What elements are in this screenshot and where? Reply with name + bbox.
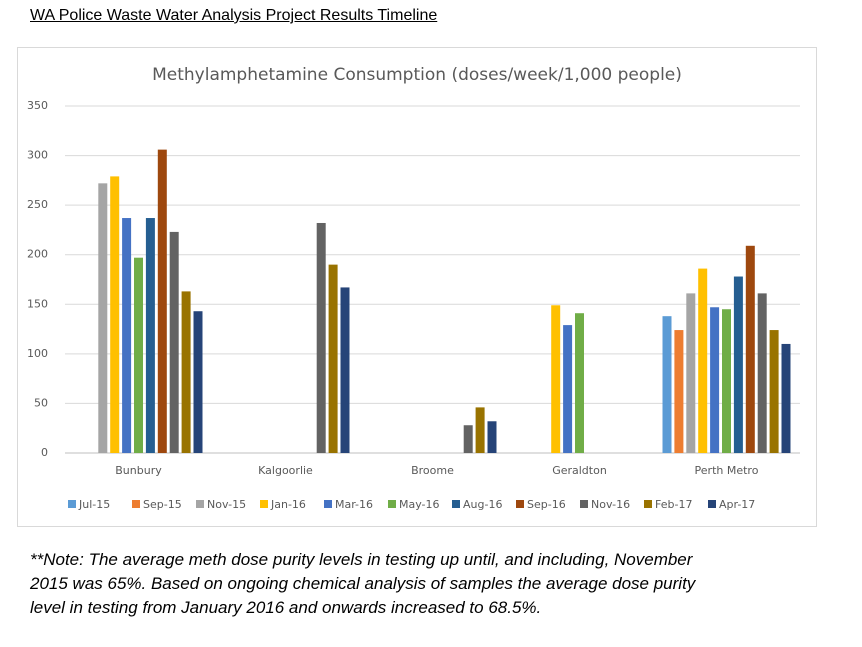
legend-swatch — [68, 500, 76, 508]
y-tick-label: 150 — [27, 297, 48, 310]
legend-swatch — [580, 500, 588, 508]
legend-label: Feb-17 — [655, 498, 692, 511]
legend-swatch — [324, 500, 332, 508]
bar — [551, 305, 561, 453]
bar — [328, 264, 338, 453]
bar — [487, 421, 497, 453]
bar — [145, 218, 155, 453]
note: **Note: The average meth dose purity lev… — [30, 548, 695, 620]
bar — [781, 343, 791, 453]
bar — [169, 231, 179, 453]
legend-swatch — [388, 500, 396, 508]
bar — [122, 218, 132, 453]
bar — [769, 330, 779, 453]
bar — [722, 309, 731, 453]
y-tick-label: 0 — [41, 446, 48, 459]
page-title: WA Police Waste Water Analysis Project R… — [30, 7, 438, 24]
bar — [134, 257, 143, 453]
y-tick-label: 200 — [27, 248, 48, 261]
y-tick-label: 300 — [27, 149, 48, 162]
bar — [575, 313, 584, 453]
bar — [475, 407, 485, 453]
bar — [686, 293, 696, 453]
legend-label: Nov-16 — [591, 498, 630, 511]
bar — [745, 245, 755, 453]
note-line: **Note: The average meth dose purity lev… — [30, 550, 693, 569]
legend-swatch — [196, 500, 204, 508]
legend-swatch — [132, 500, 140, 508]
legend-label: Mar-16 — [335, 498, 373, 511]
y-tick-label: 50 — [34, 396, 48, 409]
legend-label: Jul-15 — [78, 498, 110, 511]
chart-frame — [17, 47, 817, 527]
y-tick-label: 100 — [27, 347, 48, 360]
legend-label: Jan-16 — [270, 498, 306, 511]
chart: Methylamphetamine Consumption (doses/wee… — [27, 65, 800, 511]
legend-swatch — [516, 500, 524, 508]
y-tick-label: 250 — [27, 198, 48, 211]
legend-label: Nov-15 — [207, 498, 246, 511]
bar — [193, 311, 203, 453]
bar — [674, 330, 684, 453]
bar — [157, 149, 167, 453]
bar — [110, 176, 120, 454]
legend-label: Sep-16 — [527, 498, 566, 511]
legend-swatch — [260, 500, 268, 508]
legend-label: Sep-15 — [143, 498, 182, 511]
legend-label: May-16 — [399, 498, 440, 511]
chart-title: Methylamphetamine Consumption (doses/wee… — [152, 65, 682, 85]
x-tick-label: Kalgoorlie — [258, 464, 313, 477]
legend-swatch — [708, 500, 716, 508]
x-tick-label: Geraldton — [552, 464, 607, 477]
bar — [563, 325, 573, 453]
bar — [662, 316, 672, 453]
bar — [698, 268, 708, 453]
bar — [340, 287, 350, 453]
bar — [316, 222, 326, 453]
bar — [181, 291, 191, 453]
bar — [463, 425, 473, 453]
legend-swatch — [644, 500, 652, 508]
x-tick-label: Perth Metro — [695, 464, 759, 477]
y-tick-label: 350 — [27, 99, 48, 112]
legend-label: Aug-16 — [463, 498, 502, 511]
x-tick-label: Bunbury — [115, 464, 162, 477]
legend-swatch — [452, 500, 460, 508]
note-line: 2015 was 65%. Based on ongoing chemical … — [30, 574, 696, 593]
legend-label: Apr-17 — [719, 498, 755, 511]
bar — [98, 183, 108, 453]
bar — [757, 293, 767, 453]
x-tick-label: Broome — [411, 464, 454, 477]
bar — [733, 276, 743, 453]
bar — [710, 307, 720, 453]
note-line: level in testing from January 2016 and o… — [30, 598, 542, 617]
